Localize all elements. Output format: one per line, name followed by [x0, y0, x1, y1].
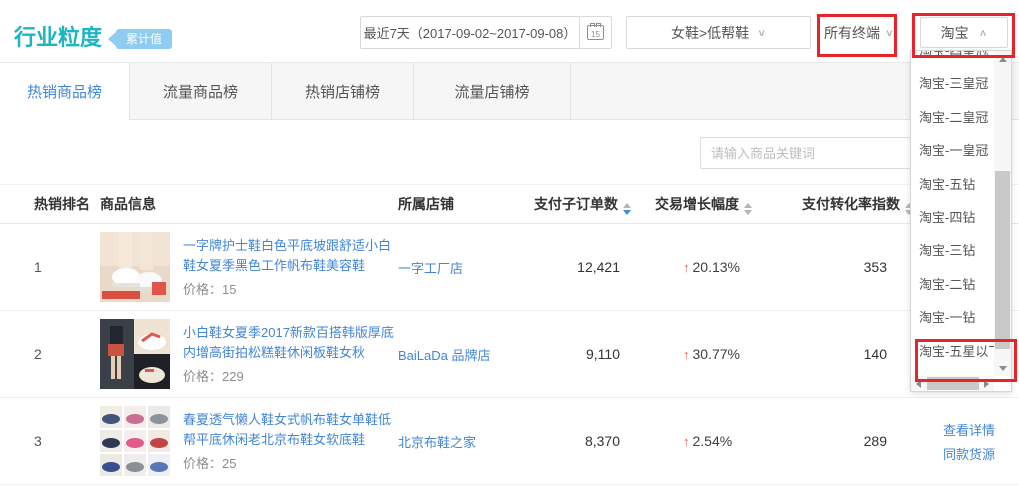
- conversion-value: 289: [863, 433, 887, 449]
- scroll-down-arrow-icon[interactable]: [994, 360, 1011, 376]
- dropdown-item[interactable]: 淘宝-二钻: [919, 276, 976, 292]
- shop-link[interactable]: BaiLaDa 品牌店: [398, 347, 491, 363]
- ranking-table: 热销排名 商品信息 所属店铺 支付子订单数 交易增长幅度 支付转化率指数 1: [0, 184, 1019, 485]
- tab-hot-shops[interactable]: 热销店铺榜: [272, 63, 414, 120]
- col-header-shop: 所属店铺: [398, 196, 454, 212]
- product-title-link[interactable]: 春夏透气懒人鞋女式帆布鞋女单鞋低帮平底休闲老北京布鞋女软底鞋: [183, 412, 392, 447]
- sort-icon-orders[interactable]: [623, 202, 631, 215]
- platform-dropdown-panel: 淘宝-四皇冠 淘宝-三皇冠 淘宝-二皇冠 淘宝-一皇冠 淘宝-五钻 淘宝-四钻 …: [910, 50, 1012, 392]
- growth-up-icon: ↑: [683, 260, 690, 275]
- scroll-right-arrow-icon[interactable]: [979, 376, 994, 391]
- tab-traffic-products[interactable]: 流量商品榜: [130, 63, 272, 120]
- orders-value: 8,370: [584, 433, 620, 449]
- chevron-down-icon: ∨: [757, 26, 766, 39]
- dropdown-item[interactable]: 淘宝-三皇冠: [919, 76, 989, 92]
- calendar-icon: 15: [587, 23, 604, 40]
- horizontal-scrollbar[interactable]: [911, 376, 994, 391]
- growth-up-icon: ↑: [683, 434, 690, 449]
- growth-value: ↑ 30.77%: [683, 346, 740, 362]
- dropdown-item[interactable]: 淘宝-二皇冠: [919, 109, 989, 125]
- table-row: 1 一字牌护士鞋白色平底坡跟舒适小白鞋女夏季黑色工作帆布鞋美容鞋 价格：15 一…: [0, 224, 1019, 311]
- orders-value: 9,110: [586, 346, 620, 362]
- orders-value: 12,421: [577, 259, 620, 275]
- sort-icon-growth[interactable]: [744, 202, 752, 215]
- page-title: 行业粒度: [14, 25, 103, 50]
- product-price: 价格：229: [183, 369, 244, 384]
- dropdown-item[interactable]: 淘宝-四皇冠: [911, 51, 994, 67]
- rank-value: 2: [34, 346, 42, 362]
- product-thumbnail[interactable]: [100, 232, 170, 302]
- platform-dropdown-list: 淘宝-四皇冠 淘宝-三皇冠 淘宝-二皇冠 淘宝-一皇冠 淘宝-五钻 淘宝-四钻 …: [911, 51, 994, 376]
- product-thumbnail[interactable]: [100, 406, 170, 476]
- growth-value: ↑ 2.54%: [683, 433, 733, 449]
- product-thumbnail[interactable]: [100, 319, 170, 389]
- header-divider: [0, 62, 1019, 63]
- view-details-link[interactable]: 查看详情: [942, 422, 995, 438]
- tab-hot-products[interactable]: 热销商品榜: [0, 63, 130, 120]
- category-select[interactable]: 女鞋>低帮鞋 ∨: [626, 16, 811, 49]
- growth-up-icon: ↑: [683, 347, 690, 362]
- rank-value: 1: [34, 259, 42, 275]
- growth-value: ↑ 20.13%: [683, 259, 740, 275]
- cumulative-value-badge: 累计值: [107, 29, 173, 49]
- shop-link[interactable]: 一字工厂店: [398, 260, 464, 276]
- chevron-down-icon: ∨: [885, 26, 894, 39]
- dropdown-item[interactable]: 淘宝-五星以下: [919, 343, 994, 359]
- vertical-scrollbar-thumb[interactable]: [995, 171, 1010, 349]
- date-range-label: 最近7天（2017-09-02~2017-09-08）: [363, 26, 577, 41]
- dropdown-item[interactable]: 淘宝-一钻: [919, 310, 976, 326]
- product-price: 价格：15: [183, 282, 237, 297]
- category-label: 女鞋>低帮鞋: [671, 24, 750, 41]
- col-header-growth: 交易增长幅度: [645, 194, 795, 215]
- date-range-select[interactable]: 最近7天（2017-09-02~2017-09-08）: [360, 16, 580, 49]
- table-row: 2 小白鞋女夏季2017新款百搭韩版厚底内增高街拍松糕鞋休闲板鞋女秋 价格：22…: [0, 311, 1019, 398]
- terminal-label: 所有终端: [824, 24, 880, 41]
- same-supply-link[interactable]: 同款货源: [942, 446, 995, 462]
- col-header-conversion: 支付转化率指数: [795, 194, 935, 215]
- platform-select[interactable]: 淘宝 ∧: [920, 17, 1008, 48]
- calendar-button[interactable]: 15: [579, 16, 612, 49]
- col-header-product: 商品信息: [100, 196, 156, 212]
- tab-traffic-shops[interactable]: 流量店铺榜: [414, 63, 571, 120]
- sort-icon-conversion[interactable]: [905, 202, 913, 215]
- tab-bar: 热销商品榜 流量商品榜 热销店铺榜 流量店铺榜: [0, 63, 1019, 120]
- shop-link[interactable]: 北京布鞋之家: [398, 434, 477, 450]
- table-header-row: 热销排名 商品信息 所属店铺 支付子订单数 交易增长幅度 支付转化率指数: [0, 184, 1019, 224]
- platform-label: 淘宝: [940, 24, 969, 41]
- scroll-up-arrow-icon[interactable]: [994, 51, 1011, 67]
- dropdown-item[interactable]: 淘宝-五钻: [919, 176, 976, 192]
- product-title-link[interactable]: 一字牌护士鞋白色平底坡跟舒适小白鞋女夏季黑色工作帆布鞋美容鞋: [183, 238, 392, 273]
- vertical-scrollbar[interactable]: [994, 51, 1011, 376]
- col-header-rank: 热销排名: [34, 196, 90, 212]
- dropdown-item[interactable]: 淘宝-一皇冠: [919, 143, 989, 159]
- col-header-orders: 支付子订单数: [515, 194, 645, 215]
- dropdown-item[interactable]: 淘宝-三钻: [919, 243, 976, 259]
- rank-value: 3: [34, 433, 42, 449]
- conversion-value: 353: [863, 259, 887, 275]
- dropdown-item[interactable]: 淘宝-四钻: [919, 209, 976, 225]
- product-title-link[interactable]: 小白鞋女夏季2017新款百搭韩版厚底内增高街拍松糕鞋休闲板鞋女秋: [183, 325, 394, 360]
- table-row: 3 春夏透气懒人鞋女式帆布鞋女单鞋低帮平底休闲老北京布鞋女软底鞋 价格：25 北…: [0, 398, 1019, 485]
- chevron-up-icon: ∧: [978, 26, 988, 39]
- terminal-select[interactable]: 所有终端 ∨: [824, 16, 894, 49]
- conversion-value: 140: [863, 346, 887, 362]
- product-price: 价格：25: [183, 456, 237, 471]
- horizontal-scrollbar-thumb[interactable]: [927, 377, 979, 390]
- scroll-left-arrow-icon[interactable]: [911, 376, 926, 391]
